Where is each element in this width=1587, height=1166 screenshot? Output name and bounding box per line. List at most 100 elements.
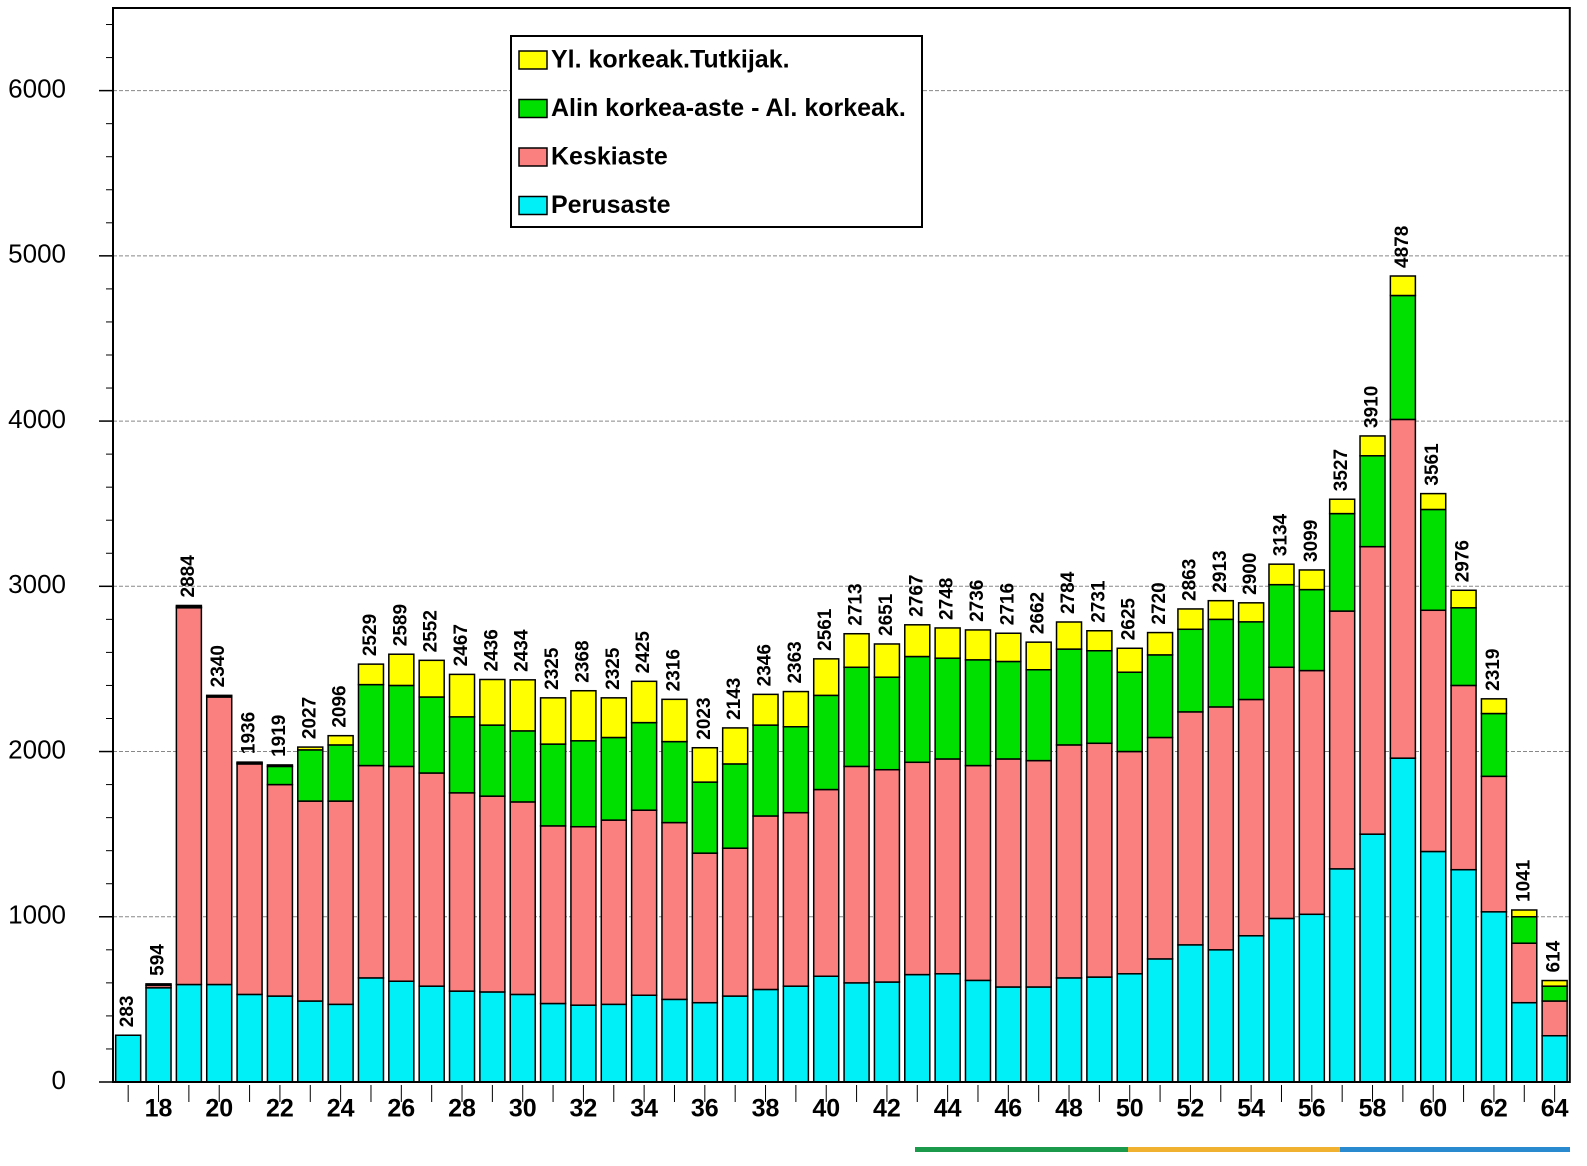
bar-segment	[297, 746, 324, 751]
total-label: 2325	[603, 647, 624, 690]
total-label: 2784	[1058, 571, 1079, 614]
bar-segment	[297, 749, 324, 802]
bar-segment	[175, 983, 203, 1083]
bar-segment	[1025, 759, 1052, 988]
legend-swatch	[518, 50, 548, 70]
bar-segment	[1268, 917, 1295, 1083]
bar-segment	[1086, 649, 1113, 745]
bar-segment	[1116, 750, 1143, 975]
legend-label: Alin korkea-aste - Al. korkeak.	[551, 94, 906, 122]
bar-segment	[691, 1001, 719, 1083]
bar-segment	[721, 763, 749, 849]
bar-segment	[1177, 628, 1204, 713]
bar-segment	[904, 655, 931, 764]
bar-segment	[782, 726, 810, 814]
bar-segment	[388, 980, 415, 1083]
bar-segment	[661, 998, 688, 1083]
bar-segment	[236, 993, 263, 1083]
total-label: 2913	[1210, 550, 1231, 592]
bar-segment	[1086, 976, 1113, 1083]
bar-segment	[297, 1000, 324, 1083]
bar-segment	[1237, 621, 1265, 701]
bar-segment	[1237, 935, 1265, 1083]
bar-segment	[114, 1034, 142, 1083]
bar-segment	[1298, 913, 1326, 1083]
bar-segment	[1207, 618, 1235, 708]
bar-segment	[1511, 942, 1538, 1004]
x-tick-label: 64	[1541, 1095, 1569, 1123]
x-tick-label: 62	[1480, 1095, 1508, 1123]
bar-segment	[1086, 742, 1113, 978]
bar-segment	[873, 643, 901, 678]
bar-segment	[448, 716, 476, 794]
total-label: 2561	[815, 608, 836, 651]
bar-segment	[266, 995, 294, 1083]
bar-segment	[1268, 583, 1295, 669]
bar-segment	[1237, 602, 1265, 623]
bar-segment	[995, 632, 1022, 663]
bar-segment	[1450, 684, 1477, 871]
total-label: 2767	[906, 575, 927, 617]
bar-segment	[448, 673, 476, 718]
bar-segment	[691, 746, 719, 783]
y-tick-label: 0	[52, 1065, 66, 1095]
total-label: 2363	[785, 641, 806, 683]
bar-segment	[1389, 275, 1417, 297]
bar-segment	[479, 991, 506, 1083]
x-tick-label: 22	[266, 1095, 294, 1123]
y-tick-label: 1000	[8, 900, 66, 930]
total-label: 2731	[1088, 580, 1109, 623]
bar-segment	[600, 697, 628, 739]
bar-segment	[752, 815, 779, 991]
bar-segment	[1055, 648, 1083, 746]
bar-segment	[995, 660, 1022, 760]
bar-segment	[812, 788, 840, 978]
total-label: 2884	[178, 555, 199, 598]
bar-segment	[539, 743, 567, 827]
total-label: 1041	[1513, 859, 1534, 902]
bar-segment	[539, 697, 567, 745]
bar-segment	[1116, 647, 1143, 673]
total-label: 2662	[1028, 592, 1049, 634]
x-tick-label: 40	[812, 1095, 840, 1123]
total-label: 2368	[572, 640, 593, 682]
bar-segment	[1055, 744, 1083, 979]
total-label: 3134	[1270, 513, 1291, 556]
bar-segment	[1207, 599, 1235, 621]
bar-segment	[1298, 669, 1326, 916]
bar-segment	[904, 973, 931, 1083]
total-label: 2425	[633, 631, 654, 674]
bar-segment	[691, 852, 719, 1004]
legend-label: Perusaste	[551, 191, 671, 219]
total-label: 2552	[421, 610, 442, 652]
bar-segment	[1389, 757, 1417, 1083]
bar-segment	[1511, 916, 1538, 944]
x-tick-label: 30	[509, 1095, 537, 1123]
bar-segment	[236, 761, 263, 764]
bar-segment	[1359, 833, 1386, 1083]
bar-segment	[327, 800, 354, 1006]
bar-segment	[721, 847, 749, 997]
bar-segment	[873, 768, 901, 983]
bar-segment	[1328, 610, 1356, 870]
bar-segment	[175, 604, 203, 608]
x-tick-label: 36	[691, 1095, 719, 1123]
x-tick-label: 60	[1419, 1095, 1447, 1123]
bar-segment	[1541, 1034, 1568, 1083]
total-label: 1919	[269, 715, 290, 757]
bar-segment	[418, 985, 445, 1083]
bar-segment	[388, 653, 415, 687]
bar-segment	[782, 811, 810, 987]
y-tick-label: 5000	[8, 239, 66, 269]
bar-segment	[570, 689, 597, 742]
bar-segment	[1419, 609, 1447, 853]
bar-segment	[1480, 712, 1508, 778]
bar-segment	[1450, 607, 1477, 687]
x-tick-label: 18	[145, 1095, 173, 1123]
bar-segment	[995, 758, 1022, 988]
bar-segment	[661, 698, 688, 743]
total-label: 2863	[1179, 559, 1200, 601]
total-label: 2900	[1240, 553, 1261, 595]
bar-segment	[1268, 666, 1295, 920]
bar-segment	[843, 982, 870, 1083]
